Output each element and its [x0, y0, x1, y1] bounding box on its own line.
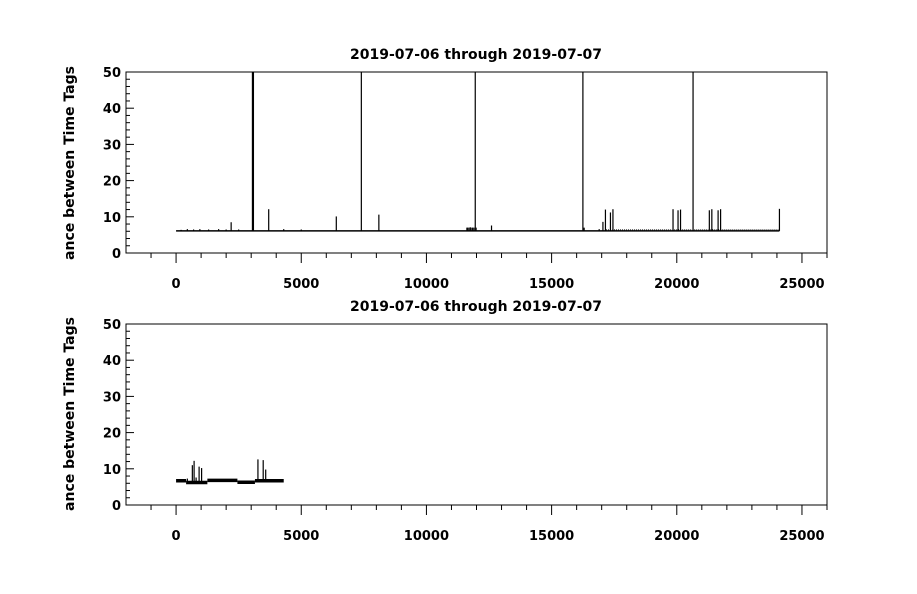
- chart-1-title: 2019-07-06 through 2019-07-07: [350, 47, 602, 63]
- chart-1-xtick-label: 20000: [654, 277, 699, 292]
- chart-2-title: 2019-07-06 through 2019-07-07: [350, 299, 602, 315]
- chart-2-xtick-label: 10000: [404, 529, 449, 544]
- chart-1-ytick-label: 20: [103, 175, 121, 190]
- chart-2-ytick-label: 0: [112, 499, 121, 514]
- chart-2-xtick-label: 15000: [529, 529, 574, 544]
- chart-2-xtick-label: 20000: [654, 529, 699, 544]
- chart-1-ytick-label: 40: [103, 102, 121, 117]
- chart-2-plot-frame: [125, 323, 828, 506]
- chart-1-ytick-label: 10: [103, 211, 121, 226]
- chart-1-xtick-label: 10000: [404, 277, 449, 292]
- chart-2-ytick-label: 50: [103, 318, 121, 333]
- chart-1-ytick-label: 0: [112, 247, 121, 262]
- chart-2-xtick-label: 5000: [283, 529, 319, 544]
- chart-2-axes: 0 10 20 30 40 50 0 5000 10000 15000 20000 25000: [103, 318, 828, 544]
- chart-1-marks: [176, 72, 781, 232]
- chart-2-ytick-label: 20: [103, 427, 121, 442]
- chart-1-xtick-label: 0: [172, 277, 181, 292]
- chart-1-xtick-label: 25000: [779, 277, 824, 292]
- chart-1-ytick-label: 50: [103, 66, 121, 81]
- chart-panel-1: 2019-07-06 through 2019-07-07 ance betwe…: [62, 47, 828, 292]
- chart-1-axes: 0 10 20 30 40 50 0 5000 10000 15000 20000 25000: [103, 66, 828, 292]
- chart-1-ylabel: ance between Time Tags: [62, 66, 78, 260]
- chart-1-xtick-label: 5000: [283, 277, 319, 292]
- chart-2-ytick-label: 10: [103, 463, 121, 478]
- chart-2-xtick-label: 0: [172, 529, 181, 544]
- chart-panel-2: 2019-07-06 through 2019-07-07 ance betwe…: [62, 299, 828, 544]
- chart-2-ytick-label: 40: [103, 354, 121, 369]
- chart-2-xtick-label: 25000: [779, 529, 824, 544]
- chart-2-ylabel: ance between Time Tags: [62, 317, 78, 511]
- chart-1-ytick-label: 30: [103, 138, 121, 153]
- chart-2-ytick-label: 30: [103, 390, 121, 405]
- chart-1-xtick-label: 15000: [529, 277, 574, 292]
- chart-2-marks: [176, 459, 284, 485]
